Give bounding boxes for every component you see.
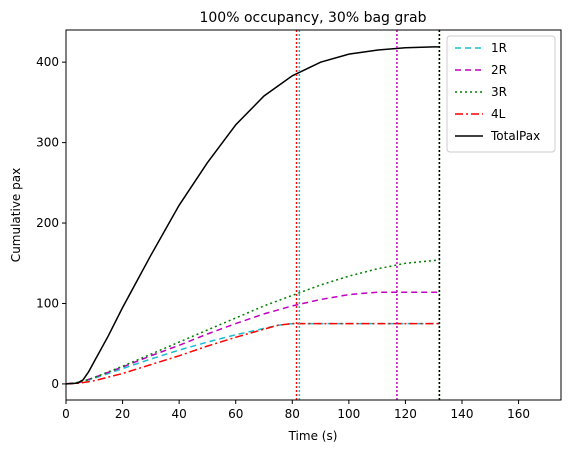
x-axis-label: Time (s) xyxy=(288,429,338,443)
y-tick-label: 300 xyxy=(36,136,59,150)
plot-series xyxy=(65,46,440,385)
plot-area-frame xyxy=(65,29,562,401)
legend-label-4l: 4L xyxy=(491,107,506,121)
legend-label-2r: 2R xyxy=(491,63,507,77)
legend-label-3r: 3R xyxy=(491,85,507,99)
series-line-totalpax xyxy=(65,46,440,385)
end-time-markers xyxy=(295,30,441,400)
y-axis: 0 100 200 300 400 xyxy=(36,55,66,391)
x-tick-label: 60 xyxy=(228,407,243,421)
y-tick-label: 0 xyxy=(51,377,59,391)
y-tick-label: 100 xyxy=(36,296,59,310)
x-tick-label: 80 xyxy=(285,407,300,421)
series-line-2r xyxy=(65,291,440,385)
series-line-1r xyxy=(65,322,440,385)
legend-label-totalpax: TotalPax xyxy=(490,129,540,143)
x-tick-label: 160 xyxy=(507,407,530,421)
legend: 1R 2R 3R 4L TotalPax xyxy=(446,35,556,153)
x-tick-label: 100 xyxy=(337,407,360,421)
series-line-3r xyxy=(65,259,440,385)
legend-box xyxy=(446,35,556,153)
y-tick-label: 400 xyxy=(36,55,59,69)
x-tick-label: 140 xyxy=(451,407,474,421)
x-axis: 0 20 40 60 80 100 120 140 160 xyxy=(62,400,530,421)
y-tick-label: 200 xyxy=(36,216,59,230)
x-tick-label: 20 xyxy=(115,407,130,421)
x-tick-label: 120 xyxy=(394,407,417,421)
y-axis-label: Cumulative pax xyxy=(9,168,23,262)
legend-label-1r: 1R xyxy=(491,41,507,55)
chart-title: 100% occupancy, 30% bag grab xyxy=(199,10,426,26)
series-line-4l xyxy=(65,322,440,385)
x-tick-label: 40 xyxy=(172,407,187,421)
x-tick-label: 0 xyxy=(62,407,70,421)
